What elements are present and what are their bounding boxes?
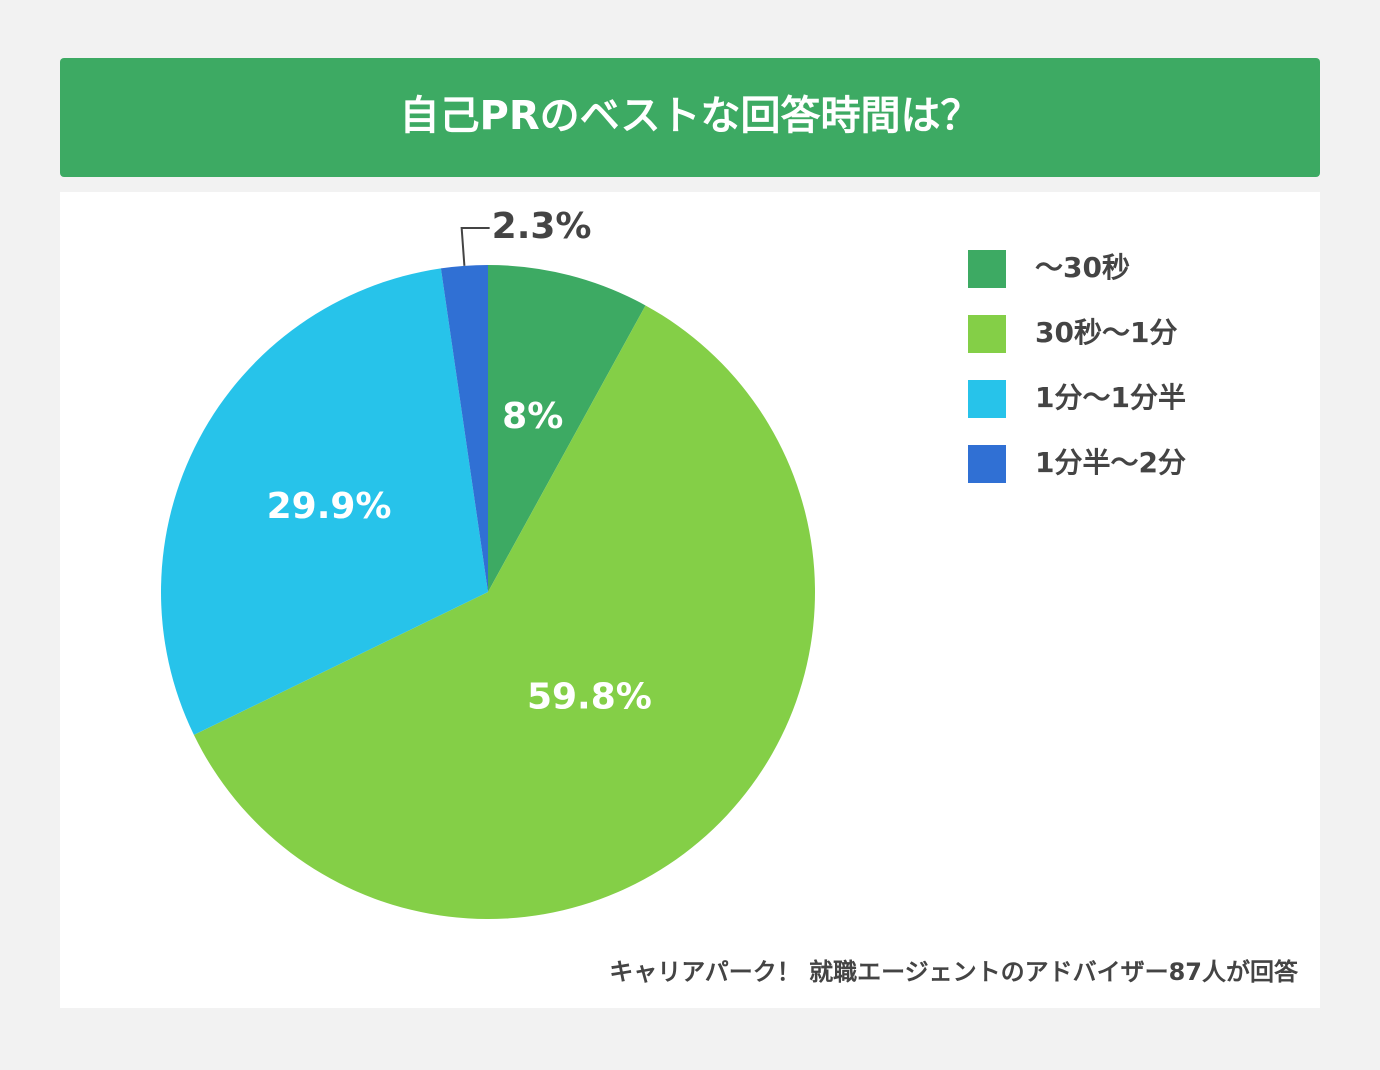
- data-label: 8%: [502, 396, 563, 437]
- legend-label: 1分〜1分半: [1035, 381, 1186, 414]
- source-note: キャリアパーク！ 就職エージェントのアドバイザー87人が回答: [609, 958, 1299, 986]
- chart-title: 自己PRのベストな回答時間は？: [400, 93, 981, 139]
- legend-label: 〜30秒: [1035, 251, 1130, 284]
- data-label: 29.9%: [267, 486, 392, 527]
- legend-label: 30秒〜1分: [1035, 316, 1177, 349]
- pie-slice: [193, 305, 816, 919]
- legend-label: 1分半〜2分: [1035, 446, 1186, 479]
- pie-slice: [488, 265, 646, 592]
- leader-line: [460, 226, 490, 266]
- legend-swatch: [968, 315, 1006, 353]
- legend-swatch: [968, 380, 1006, 418]
- legend-swatch: [968, 445, 1006, 483]
- legend-swatch: [968, 250, 1006, 288]
- data-label: 59.8%: [527, 677, 652, 718]
- pie-slice: [160, 268, 488, 735]
- pie-slice: [440, 265, 488, 592]
- data-label: 2.3%: [492, 206, 592, 247]
- title-bar: [60, 58, 1320, 177]
